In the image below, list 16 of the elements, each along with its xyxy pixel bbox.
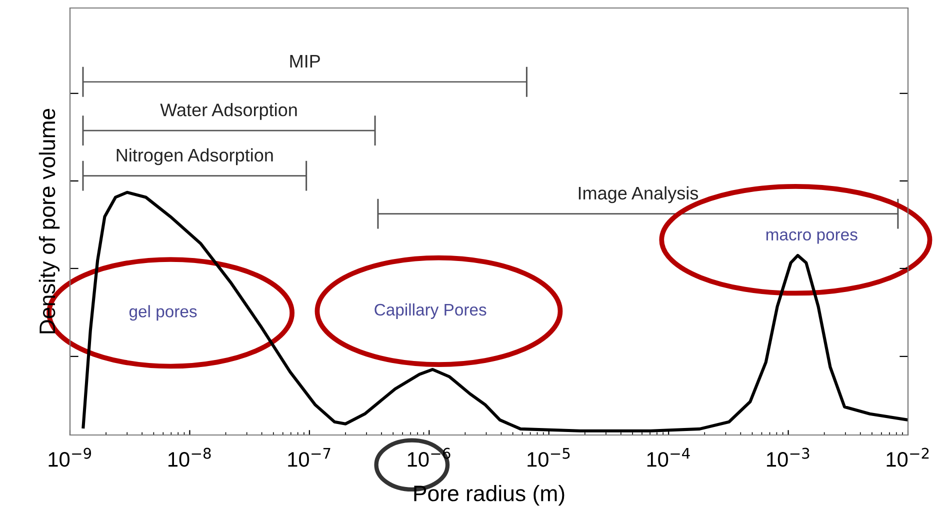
text: MIP [290, 55, 320, 68]
annotation: gel pores [129, 305, 197, 321]
x-tick-label: 10$^{−3}$ [767, 448, 810, 467]
text: Water Adsorption [160, 103, 297, 120]
annotation: macro pores [766, 231, 858, 244]
text: Nitrogen Adsorption [116, 148, 273, 166]
x-tick-label: 10$^{−2}$ [886, 448, 929, 467]
x-tick-label: 10$^{−9}$ [48, 448, 92, 467]
annotation: Capillary Pores [374, 303, 486, 319]
x-tick-label: 10$^{−4}$ [647, 448, 690, 467]
y-axis-title: Density of pore volume [38, 108, 60, 334]
x-axis-title: Pore radius (m) [414, 484, 564, 506]
x-tick-label: 10$^{−7}$ [288, 448, 330, 467]
x-tick-label: 10$^{−8}$ [168, 448, 211, 467]
annotation: Image Analysis [578, 186, 698, 204]
x-tick-label: 10$^{−5}$ [528, 448, 570, 467]
